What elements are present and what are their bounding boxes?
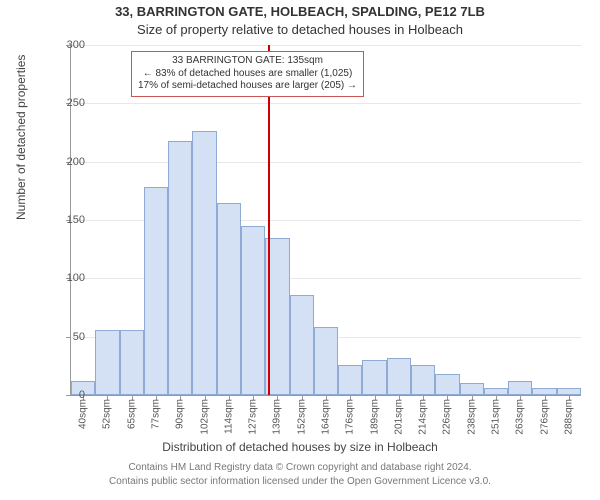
histogram-bar xyxy=(387,358,411,395)
histogram-bar xyxy=(217,203,241,396)
histogram-bar xyxy=(168,141,192,395)
ytick-label: 0 xyxy=(45,389,85,401)
annotation-line: ← 83% of detached houses are smaller (1,… xyxy=(138,68,357,81)
ytick-label: 300 xyxy=(45,39,85,51)
xtick-label: 77sqm xyxy=(151,399,162,429)
histogram-bar xyxy=(532,388,556,395)
xtick-label: 276sqm xyxy=(539,399,550,435)
xtick-label: 226sqm xyxy=(442,399,453,435)
gridline xyxy=(71,45,581,46)
plot-area: 40sqm52sqm65sqm77sqm90sqm102sqm114sqm127… xyxy=(70,45,581,396)
xtick-label: 52sqm xyxy=(102,399,113,429)
xtick-label: 288sqm xyxy=(563,399,574,435)
histogram-bar xyxy=(460,383,484,395)
x-axis-label: Distribution of detached houses by size … xyxy=(0,440,600,454)
footer-copyright-2: Contains public sector information licen… xyxy=(0,476,600,487)
histogram-bar xyxy=(95,330,119,395)
chart-subtitle: Size of property relative to detached ho… xyxy=(0,22,600,37)
ytick-label: 150 xyxy=(45,214,85,226)
histogram-bar xyxy=(241,226,265,395)
histogram-bar xyxy=(508,381,532,395)
annotation-box: 33 BARRINGTON GATE: 135sqm← 83% of detac… xyxy=(131,51,364,97)
xtick-label: 176sqm xyxy=(345,399,356,435)
histogram-bar xyxy=(338,365,362,395)
xtick-label: 102sqm xyxy=(199,399,210,435)
gridline xyxy=(71,103,581,104)
histogram-bar xyxy=(120,330,144,395)
ytick-label: 200 xyxy=(45,156,85,168)
property-size-chart: 33, BARRINGTON GATE, HOLBEACH, SPALDING,… xyxy=(0,0,600,500)
xtick-label: 114sqm xyxy=(223,399,234,434)
histogram-bar xyxy=(314,327,338,395)
histogram-bar xyxy=(192,131,216,395)
reference-line xyxy=(268,45,270,395)
histogram-bar xyxy=(557,388,581,395)
xtick-label: 40sqm xyxy=(78,399,89,429)
xtick-label: 127sqm xyxy=(248,399,259,435)
chart-title-address: 33, BARRINGTON GATE, HOLBEACH, SPALDING,… xyxy=(0,4,600,19)
histogram-bar xyxy=(484,388,508,395)
footer-copyright-1: Contains HM Land Registry data © Crown c… xyxy=(0,462,600,473)
xtick-label: 201sqm xyxy=(393,399,404,435)
xtick-label: 164sqm xyxy=(321,399,332,435)
histogram-bar xyxy=(411,365,435,395)
histogram-bar xyxy=(435,374,459,395)
annotation-line: 33 BARRINGTON GATE: 135sqm xyxy=(138,55,357,68)
xtick-label: 238sqm xyxy=(466,399,477,435)
xtick-label: 139sqm xyxy=(272,399,283,435)
xtick-label: 263sqm xyxy=(515,399,526,435)
y-axis-label: Number of detached properties xyxy=(14,55,28,220)
histogram-bar xyxy=(144,187,168,395)
histogram-bar xyxy=(362,360,386,395)
histogram-bar xyxy=(290,295,314,395)
xtick-label: 251sqm xyxy=(491,399,502,435)
xtick-label: 214sqm xyxy=(418,399,429,435)
xtick-label: 65sqm xyxy=(126,399,137,429)
xtick-label: 189sqm xyxy=(369,399,380,435)
annotation-line: 17% of semi-detached houses are larger (… xyxy=(138,80,357,93)
gridline xyxy=(71,162,581,163)
xtick-label: 152sqm xyxy=(296,399,307,435)
ytick-label: 250 xyxy=(45,97,85,109)
ytick-label: 100 xyxy=(45,272,85,284)
xtick-label: 90sqm xyxy=(175,399,186,429)
ytick-label: 50 xyxy=(45,331,85,343)
